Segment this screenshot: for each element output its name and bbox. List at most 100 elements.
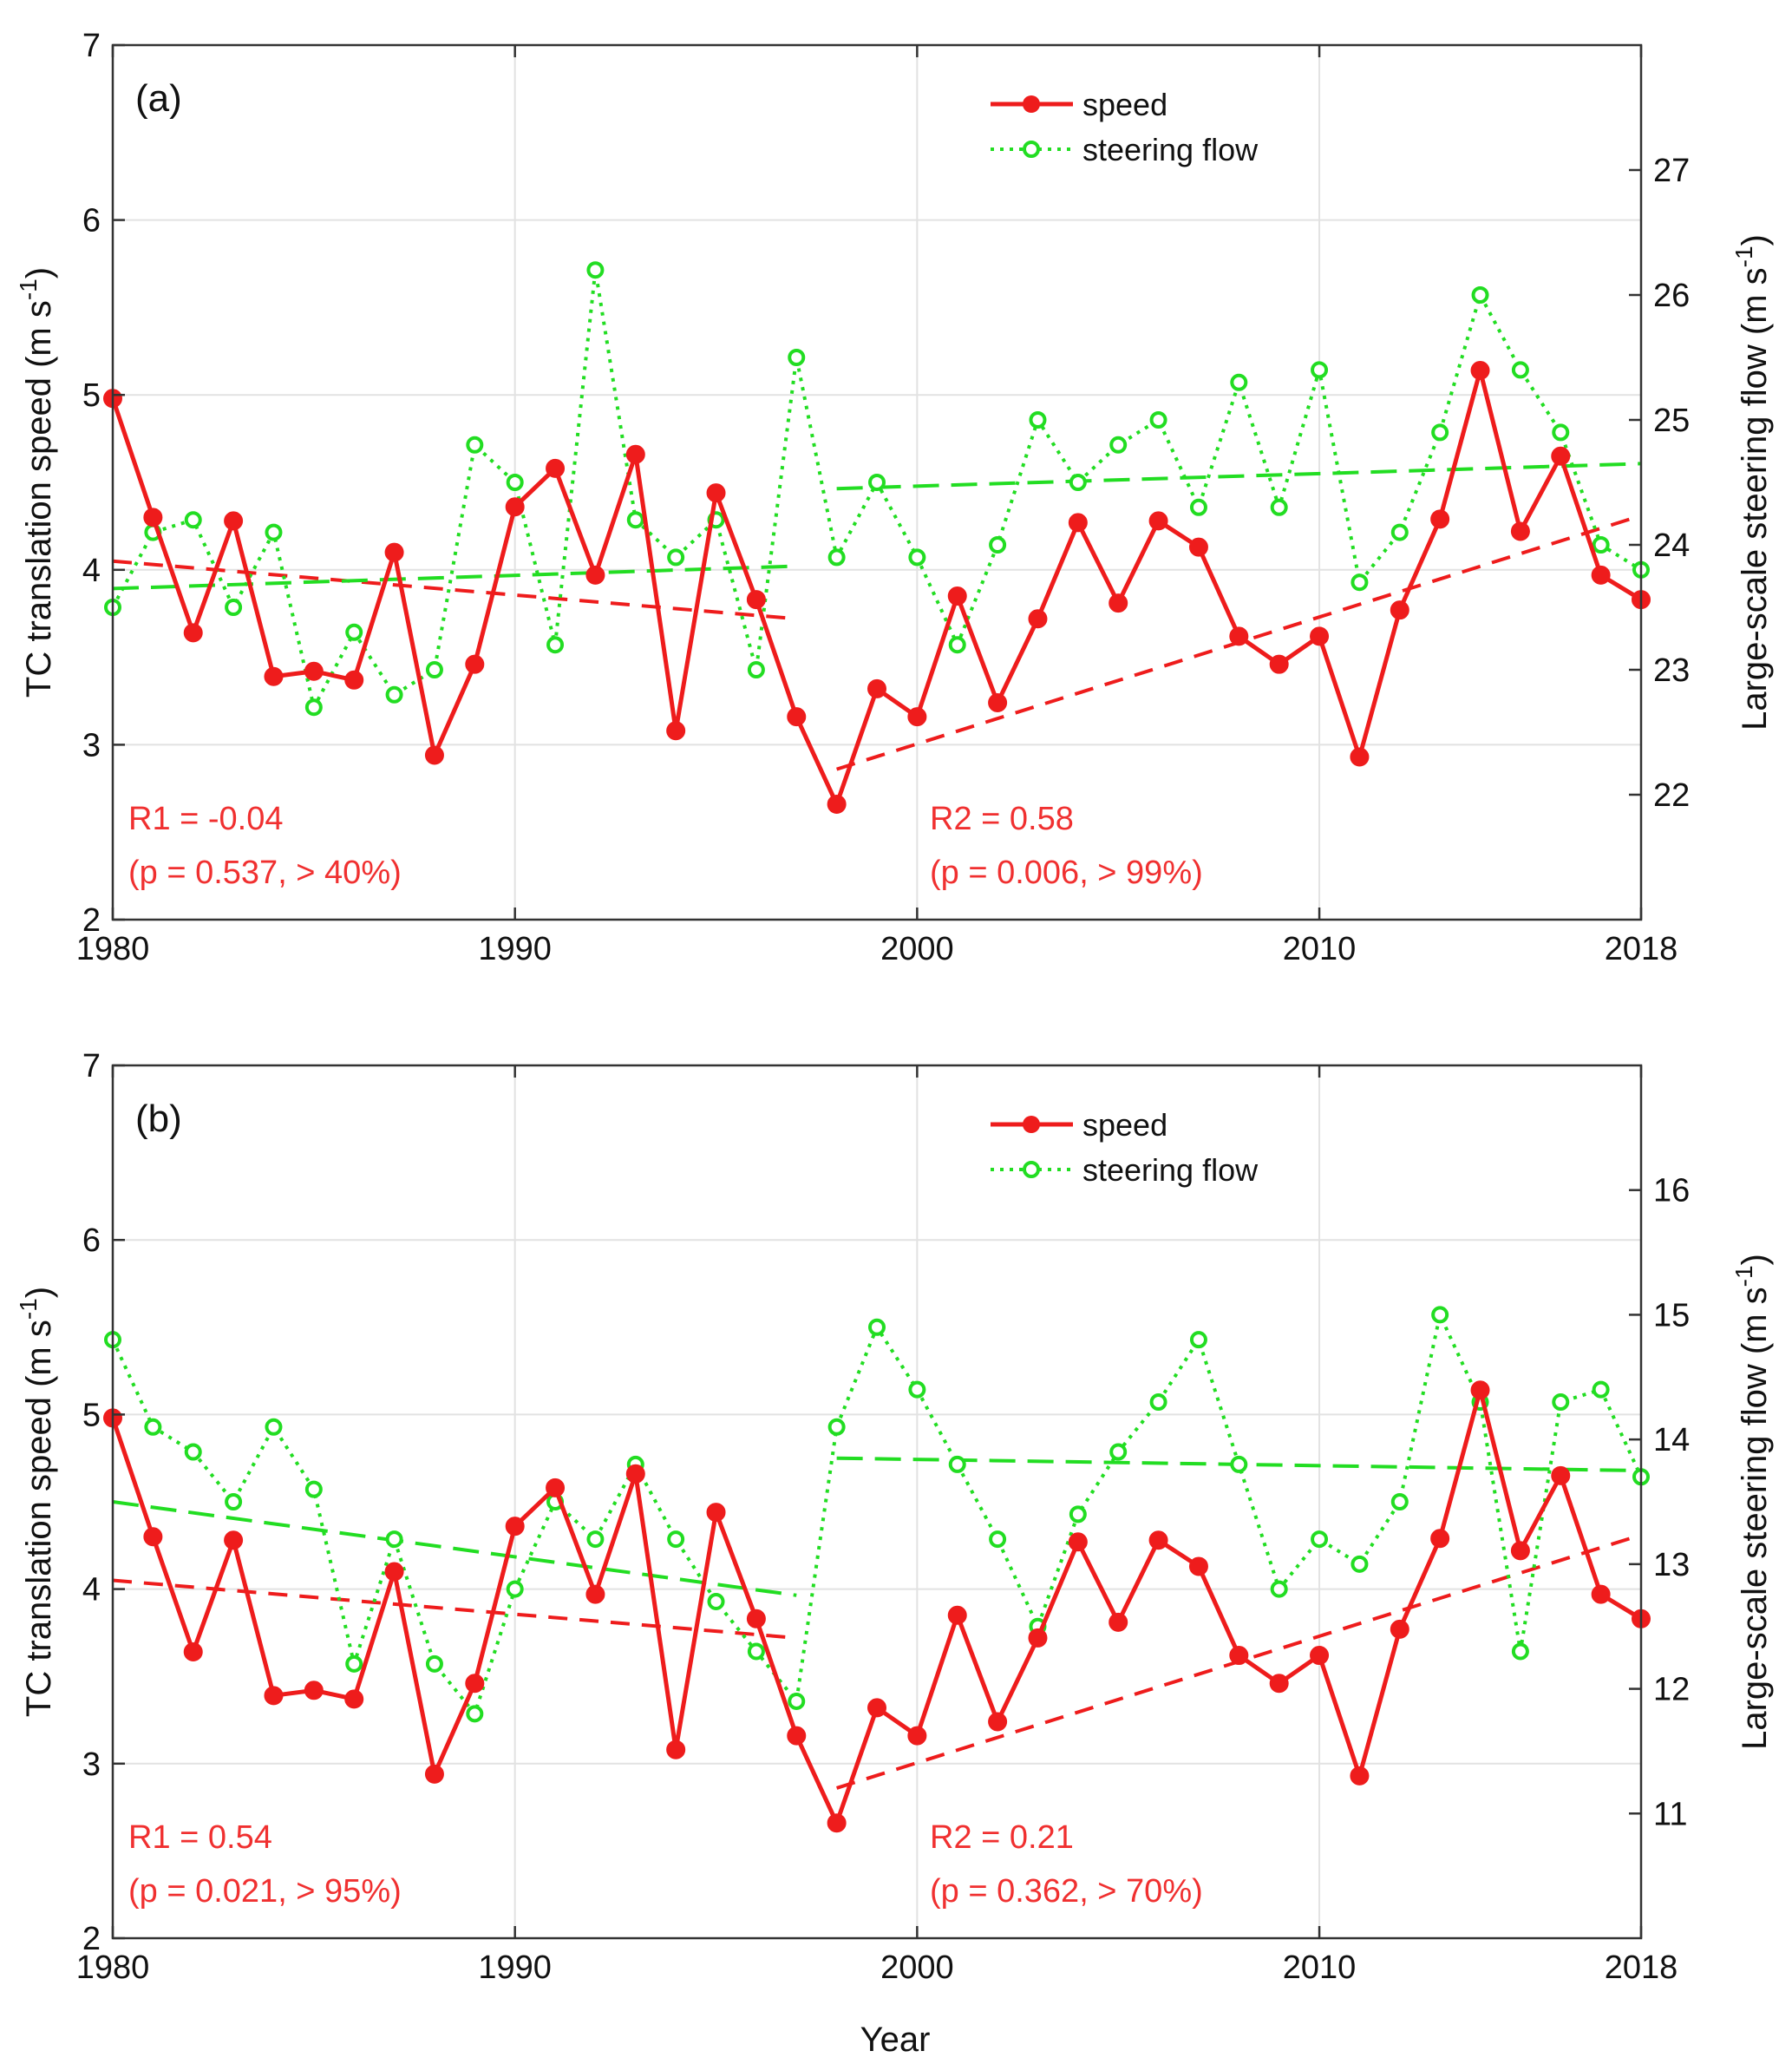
panel-a-y-left-axis-title: TC translation speed (m s-1) [15, 267, 58, 698]
panel-a-y-right-axis-title: Large-scale steering flow (m s-1) [1730, 234, 1774, 731]
panel-b-speed-point [1028, 1628, 1048, 1648]
panel-a-y-left-tick-label: 2 [82, 902, 101, 939]
panel-b-speed-trend-line-1 [112, 1578, 797, 1640]
panel-b-x-tick-label: 1990 [478, 1949, 552, 1986]
panel-b-speed-point [424, 1764, 444, 1784]
panel-a-speed-point [1269, 654, 1289, 674]
panel-a-y-right-tick-label: 23 [1653, 652, 1690, 689]
panel-a-steering-flow-point [989, 536, 1007, 554]
panel-b-steering-flow-point [788, 1692, 806, 1710]
panel-b-steering-flow-point [1230, 1455, 1248, 1473]
panel-a-speed-point [1350, 747, 1370, 767]
panel-b-steering-flow-point [1109, 1443, 1128, 1461]
panel-b-y-right-tick-label: 15 [1653, 1297, 1690, 1333]
panel-b-speed-point [1148, 1530, 1168, 1550]
panel-b-steering-flow-point [868, 1318, 886, 1336]
panel-b-steering-flow-point [707, 1592, 725, 1610]
panel-a-steering-flow-point [225, 599, 243, 616]
panel-a-speed-point [947, 586, 967, 606]
panel-a-steering-flow-point [546, 636, 565, 654]
panel-b-speed-point [1390, 1619, 1409, 1639]
panel-a-speed-point [827, 794, 847, 814]
panel-b-panel-label: (b) [135, 1098, 182, 1140]
panel-b-speed-point [505, 1517, 525, 1537]
panel-a-steering-flow-point [788, 349, 806, 366]
panel-b-steering-flow-point [1552, 1393, 1570, 1412]
panel-a-steering-flow-point [1390, 523, 1409, 541]
panel-a-steering-flow-point [1311, 361, 1329, 379]
panel-b-steering-flow-point [425, 1654, 443, 1673]
panel-b-speed-point [344, 1689, 364, 1709]
panel-b-y-left-tick-label: 2 [82, 1921, 101, 1957]
panel-b-speed-point [1229, 1646, 1249, 1666]
panel-a-speed-point [1148, 511, 1168, 531]
panel-b-speed-point [947, 1605, 967, 1625]
panel-b-speed-point [867, 1698, 886, 1718]
panel-a-speed-point [1470, 360, 1490, 380]
panel-a-steering-flow-point [184, 511, 202, 529]
panel-b-steering-flow-point [1270, 1580, 1288, 1598]
panel-b-y-right-axis-title: Large-scale steering flow (m s-1) [1730, 1254, 1774, 1750]
panel-a-speed-point [1551, 446, 1571, 466]
panel-b-y-right-tick-label: 13 [1653, 1547, 1690, 1583]
panel-a-speed-point [1229, 626, 1249, 646]
panel-b-steering-flow-point [1390, 1493, 1409, 1510]
panel-b-steering-flow-point [1592, 1380, 1610, 1399]
panel-a-steering-flow-point [425, 661, 443, 678]
panel-a-speed-point [1591, 565, 1611, 585]
panel-a-steering-flow-point [1230, 373, 1248, 391]
panel-a-speed-point [988, 693, 1008, 713]
panel-b-steering-trend-line-1 [112, 1500, 797, 1597]
panel-b-annotation-r2: R2 = 0.21 [930, 1819, 1074, 1856]
panel-a-speed-point [1028, 609, 1048, 629]
panel-b-speed-point [546, 1478, 566, 1497]
panel-b-steering-flow-point [908, 1380, 926, 1399]
panel-a-legend: speed steering flow [991, 87, 1259, 167]
panel-b-y-left-tick-label: 3 [82, 1746, 101, 1783]
panel-a-speed-point [264, 666, 284, 686]
panel-b-speed-point [183, 1642, 203, 1662]
panel-b-speed-point [1591, 1584, 1611, 1604]
panel-a-steering-flow-point [1109, 436, 1128, 454]
panel-b-speed-point [224, 1530, 244, 1550]
panel-b-speed-point [988, 1712, 1008, 1732]
panel-b-speed-point [304, 1681, 324, 1700]
panel-b-legend-steering-label: steering flow [1082, 1152, 1259, 1188]
panel-a-axes-box [111, 43, 1643, 921]
panel-a-speed-point [224, 511, 244, 531]
panel-a-speed-point [1068, 513, 1088, 533]
panel-a-y-right-tick-label: 22 [1653, 777, 1690, 814]
panel-b-speed-point [666, 1740, 686, 1759]
panel-b-annotation-p2: (p = 0.362, > 70%) [930, 1873, 1203, 1910]
panel-a-steering-flow-point [466, 436, 484, 454]
panel-a-speed-point [746, 590, 766, 610]
panel-b-y-left-axis-title: TC translation speed (m s-1) [15, 1287, 58, 1717]
panel-a-steering-flow-point [506, 474, 524, 491]
panel-a-steering-flow-point [667, 548, 685, 567]
panel-a-steering-flow-point [385, 685, 403, 704]
panel-b-x-tick-label: 2000 [880, 1949, 954, 1986]
panel-a-steering-flow-point [626, 511, 644, 529]
panel-b-steering-flow-point [1069, 1505, 1087, 1523]
panel-b-speed-point [1068, 1532, 1088, 1552]
panel-b-speed-point [907, 1726, 927, 1746]
panel-a-steering-flow-point [1029, 411, 1047, 429]
panel-a-y-left-tick-label: 4 [82, 553, 101, 589]
panel-a-speed-point [505, 497, 525, 517]
panel-b-x-tick-label: 2010 [1283, 1949, 1357, 1986]
panel-b-speed-point [1551, 1465, 1571, 1485]
panel-a-speed-point [183, 623, 203, 643]
panel-a-annotation-r2: R2 = 0.58 [930, 801, 1074, 837]
panel-b-speed-point [1350, 1766, 1370, 1786]
panel-b-steering-flow-point [1351, 1555, 1369, 1573]
panel-b-steering-flow-point [827, 1418, 846, 1436]
panel-a-steering-flow-point [1511, 361, 1529, 379]
panel-a-speed-point [585, 565, 605, 585]
panel-b-y-right-tick-label: 11 [1653, 1796, 1687, 1832]
panel-b-y-left-tick-label: 5 [82, 1397, 101, 1433]
panel-a-speed-point [1310, 626, 1330, 646]
panel-b-y-right-tick-label: 12 [1653, 1672, 1690, 1708]
panel-a-speed-point [344, 670, 364, 690]
panel-a-steering-flow-point [1069, 474, 1087, 491]
